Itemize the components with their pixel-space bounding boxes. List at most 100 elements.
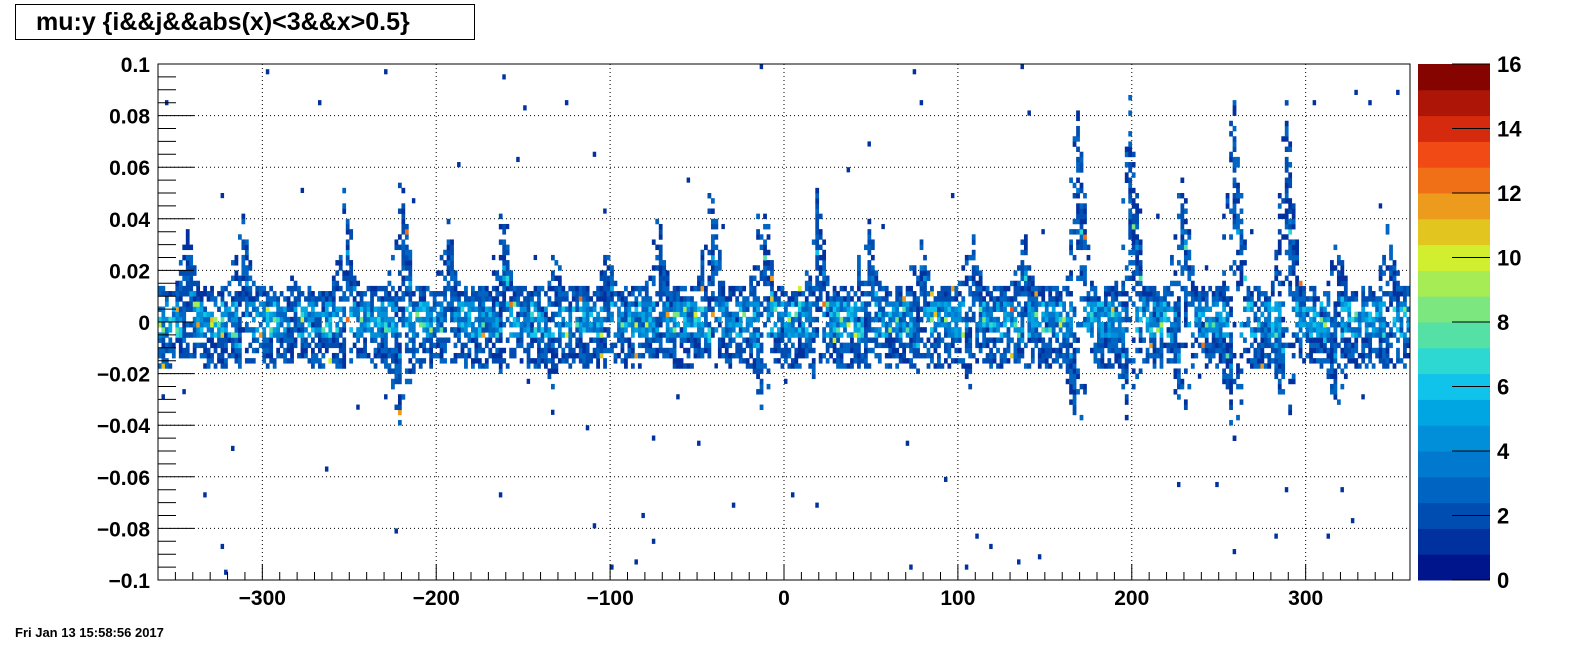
heatmap-cell xyxy=(1232,435,1237,441)
heatmap-cell xyxy=(617,291,621,297)
heatmap-cell xyxy=(905,440,910,446)
heatmap-cell xyxy=(996,337,1000,343)
heatmap-cell xyxy=(1124,352,1129,359)
heatmap-cell xyxy=(996,347,1000,354)
heatmap-cell xyxy=(704,291,708,297)
heatmap-cell xyxy=(1055,337,1060,343)
heatmap-cell xyxy=(453,332,458,338)
heatmap-cell xyxy=(342,358,347,364)
heatmap-cell xyxy=(1176,378,1181,385)
heatmap-cell xyxy=(1152,306,1157,312)
heatmap-cell xyxy=(860,332,865,338)
heatmap-cell xyxy=(1093,358,1098,364)
heatmap-cell xyxy=(411,363,416,369)
heatmap-cell xyxy=(516,337,520,343)
heatmap-cell xyxy=(1187,270,1192,276)
heatmap-cell xyxy=(1135,347,1140,354)
heatmap-cell xyxy=(999,337,1004,343)
heatmap-cell xyxy=(234,301,239,307)
heatmap-cell xyxy=(1124,316,1129,323)
heatmap-cell xyxy=(1083,270,1087,276)
heatmap-cell xyxy=(1055,296,1060,302)
heatmap-cell xyxy=(752,332,757,338)
heatmap-cell xyxy=(790,358,795,364)
heatmap-cell xyxy=(199,332,204,338)
heatmap-cell xyxy=(1281,316,1286,323)
heatmap-cell xyxy=(961,301,966,307)
heatmap-cell xyxy=(909,316,913,323)
heatmap-cell xyxy=(1093,342,1098,349)
heatmap-cell xyxy=(1343,291,1348,297)
heatmap-cell xyxy=(1197,296,1202,302)
heatmap-cell xyxy=(933,311,938,318)
heatmap-cell xyxy=(464,316,468,323)
heatmap-cell xyxy=(248,358,253,364)
heatmap-cell xyxy=(919,337,924,343)
heatmap-cell xyxy=(429,352,434,359)
heatmap-cell xyxy=(731,322,736,328)
heatmap-cell xyxy=(589,296,594,302)
heatmap-cell xyxy=(450,270,454,276)
heatmap-cell xyxy=(1159,337,1164,343)
heatmap-cell xyxy=(1263,296,1268,302)
heatmap-cell xyxy=(564,296,569,302)
heatmap-cell xyxy=(610,270,614,276)
heatmap-cell xyxy=(1211,332,1216,338)
heatmap-cell xyxy=(1128,275,1133,282)
heatmap-cell xyxy=(804,342,809,349)
heatmap-cell xyxy=(526,347,531,354)
heatmap-cell xyxy=(672,342,677,349)
heatmap-cell xyxy=(766,332,771,338)
heatmap-cell xyxy=(867,239,872,245)
heatmap-cell xyxy=(1330,265,1334,271)
heatmap-cell xyxy=(1156,306,1160,312)
heatmap-cell xyxy=(1128,193,1133,199)
heatmap-cell xyxy=(1284,182,1289,189)
heatmap-cell xyxy=(655,327,660,333)
heatmap-cell xyxy=(523,311,527,318)
heatmap-cell xyxy=(975,270,980,276)
heatmap-cell xyxy=(1170,260,1174,266)
heatmap-cell xyxy=(370,296,374,302)
heatmap-cell xyxy=(394,296,399,302)
heatmap-cell xyxy=(770,270,774,276)
heatmap-cell xyxy=(877,327,882,333)
heatmap-cell xyxy=(1090,280,1094,287)
heatmap-cell xyxy=(1090,347,1094,354)
heatmap-cell xyxy=(286,327,291,333)
heatmap-cell xyxy=(1274,363,1279,369)
heatmap-cell xyxy=(213,296,218,302)
heatmap-cell xyxy=(710,223,715,230)
heatmap-cell xyxy=(1103,291,1108,297)
heatmap-cell xyxy=(1128,177,1133,183)
heatmap-cell xyxy=(1131,172,1136,178)
heatmap-cell xyxy=(759,275,764,282)
heatmap-cell xyxy=(450,254,454,261)
heatmap-cell xyxy=(947,301,952,307)
heatmap-cell xyxy=(279,342,284,349)
heatmap-cell xyxy=(1010,296,1014,302)
heatmap-cell xyxy=(672,363,677,369)
heatmap-cell xyxy=(794,296,799,302)
heatmap-cell xyxy=(384,316,388,323)
heatmap-cell xyxy=(220,296,225,302)
heatmap-cell xyxy=(1051,285,1056,292)
heatmap-cell xyxy=(801,301,806,307)
heatmap-cell xyxy=(881,332,886,338)
heatmap-cell xyxy=(759,368,764,374)
heatmap-cell xyxy=(495,275,500,282)
heatmap-cell xyxy=(975,265,980,271)
heatmap-cell xyxy=(870,280,875,287)
heatmap-cell xyxy=(265,301,270,307)
heatmap-cell xyxy=(662,301,667,307)
heatmap-cell xyxy=(509,322,514,328)
heatmap-cell xyxy=(460,306,465,312)
heatmap-cell xyxy=(1250,327,1254,333)
heatmap-cell xyxy=(891,342,896,349)
heatmap-cell xyxy=(317,347,322,354)
heatmap-cell xyxy=(1065,347,1070,354)
heatmap-cell xyxy=(1058,296,1063,302)
heatmap-cell xyxy=(564,352,569,359)
heatmap-cell xyxy=(877,316,882,323)
heatmap-cell xyxy=(262,327,267,333)
